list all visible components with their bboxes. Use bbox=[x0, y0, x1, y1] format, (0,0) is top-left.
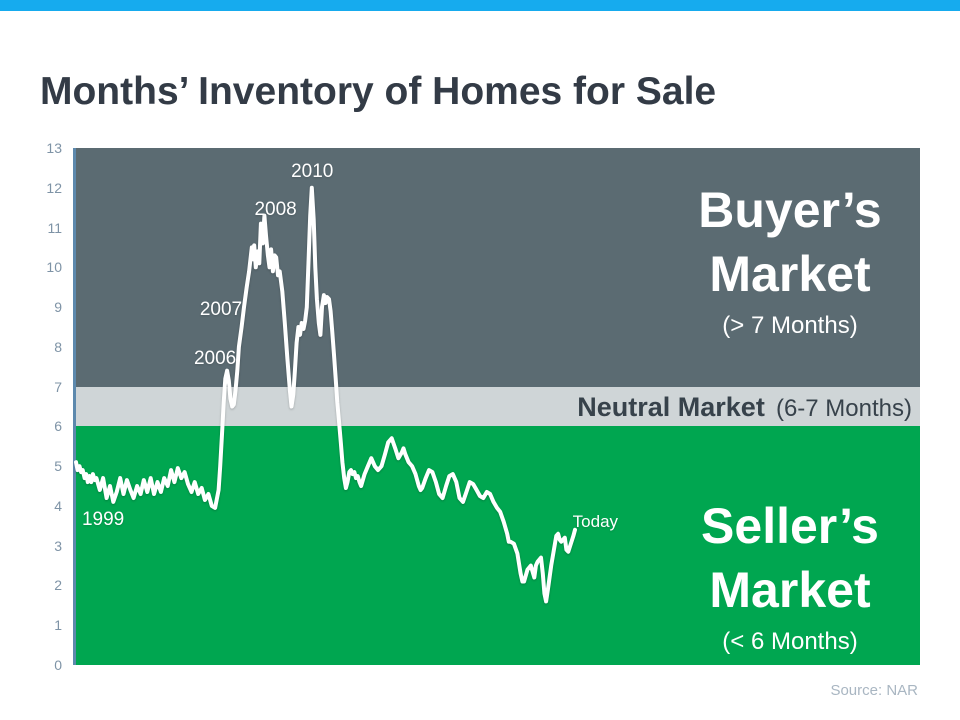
y-tick-label: 7 bbox=[54, 378, 62, 395]
sellers-market-title: Seller’s Market bbox=[701, 498, 879, 618]
y-tick-label: 2 bbox=[54, 577, 62, 594]
y-axis: 0 1 2 3 4 5 6 7 8 9 10 11 12 13 bbox=[0, 140, 62, 673]
y-tick-label: 13 bbox=[46, 140, 62, 156]
annotation-1999: 1999 bbox=[81, 508, 125, 530]
y-tick-label: 11 bbox=[47, 219, 62, 236]
y-tick-label: 10 bbox=[46, 259, 62, 276]
plot-area: Buyer’s Market (> 7 Months) Neutral Mark… bbox=[73, 148, 920, 665]
buyers-market-title: Buyer’s Market bbox=[698, 182, 882, 302]
sellers-market-label: Seller’s Market (< 6 Months) bbox=[640, 494, 940, 656]
annotation-2006: 2006 bbox=[193, 348, 237, 370]
buyers-market-range: (> 7 Months) bbox=[722, 312, 858, 339]
y-tick-label: 12 bbox=[46, 179, 62, 196]
page-title: Months’ Inventory of Homes for Sale bbox=[40, 70, 717, 114]
y-tick-label: 0 bbox=[54, 657, 62, 673]
source-credit: Source: NAR bbox=[830, 682, 918, 699]
buyers-market-label: Buyer’s Market (> 7 Months) bbox=[640, 178, 940, 340]
inventory-chart: 0 1 2 3 4 5 6 7 8 9 10 11 12 13 Buyer’s Market (> 7 M… bbox=[0, 140, 920, 673]
annotation-today: Today bbox=[572, 511, 619, 531]
y-tick-label: 3 bbox=[54, 537, 62, 554]
y-tick-label: 8 bbox=[54, 338, 62, 355]
inventory-line-series bbox=[74, 185, 577, 604]
y-tick-label: 6 bbox=[54, 418, 62, 435]
annotation-2008: 2008 bbox=[254, 198, 297, 220]
y-tick-label: 9 bbox=[54, 299, 62, 316]
y-tick-label: 1 bbox=[54, 617, 62, 634]
inventory-line-chart bbox=[74, 185, 577, 604]
zone-band-2 bbox=[76, 426, 920, 665]
y-tick-label: 5 bbox=[54, 458, 62, 475]
neutral-market-label: Neutral Market (6-7 Months) bbox=[577, 387, 912, 427]
annotation-2007: 2007 bbox=[199, 298, 243, 320]
zone-band-1 bbox=[76, 386, 920, 427]
top-accent-bar bbox=[0, 0, 960, 11]
neutral-market-title: Neutral Market bbox=[577, 392, 765, 422]
annotation-2010: 2010 bbox=[291, 160, 334, 182]
sellers-market-range: (< 6 Months) bbox=[722, 628, 858, 655]
y-tick-label: 4 bbox=[54, 497, 62, 514]
zone-band-0 bbox=[76, 148, 920, 387]
neutral-market-range: (6-7 Months) bbox=[775, 395, 912, 422]
